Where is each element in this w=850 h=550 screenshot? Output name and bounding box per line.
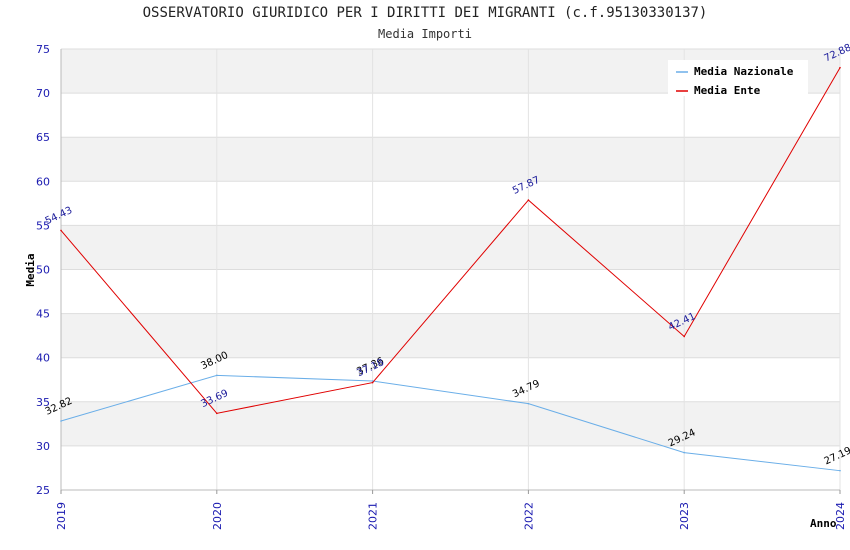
data-point-media-nazionale-2024 [839, 469, 841, 472]
axes [60, 49, 840, 491]
band-40 [61, 313, 840, 358]
y-axis-ticks: 25 30 35 40 45 50 55 60 65 70 75 [36, 43, 50, 497]
band-35 [61, 357, 840, 402]
x-axis-ticks: 2019 2020 2021 2022 2023 2024 [55, 490, 847, 530]
y-tick-label-70: 70 [36, 87, 50, 100]
x-tick-label-2020: 2020 [211, 502, 224, 530]
y-tick-label-55: 55 [36, 219, 50, 232]
band-30 [61, 401, 840, 446]
y-tick-label-45: 45 [36, 308, 50, 321]
data-point-media-ente-2021 [371, 381, 374, 384]
plot-background-bands [61, 49, 840, 490]
data-point-media-nazionale-2022 [527, 402, 530, 405]
data-point-media-ente-2024 [839, 66, 841, 69]
x-tick-label-2022: 2022 [522, 502, 535, 530]
y-tick-label-25: 25 [36, 484, 50, 497]
x-tick-label-2024: 2024 [834, 502, 847, 530]
y-tick-label-40: 40 [36, 352, 50, 365]
y-tick-label-60: 60 [36, 175, 50, 188]
data-point-media-nazionale-2023 [683, 451, 685, 454]
x-tick-label-2019: 2019 [55, 502, 68, 530]
band-55 [61, 181, 840, 226]
band-25 [61, 445, 840, 490]
x-axis-label: Anno [810, 517, 837, 530]
data-point-media-ente-2020 [216, 412, 218, 415]
x-tick-label-2021: 2021 [367, 502, 380, 530]
y-axis-label: Media [24, 253, 37, 286]
series-line-media-ente [60, 67, 841, 414]
chart-subtitle: Media Importi [378, 27, 472, 41]
data-point-media-nazionale-2020 [216, 374, 218, 377]
y-tick-label-65: 65 [36, 131, 50, 144]
band-50 [61, 225, 840, 270]
band-65 [61, 93, 840, 138]
series-lines [60, 66, 841, 472]
y-tick-label-75: 75 [36, 43, 50, 56]
data-point-media-ente-2019 [60, 229, 62, 232]
data-point-media-ente-2023 [683, 335, 685, 338]
legend-box [668, 60, 808, 96]
legend: Media Nazionale Media Ente [668, 60, 808, 97]
band-60 [61, 137, 840, 182]
y-tick-label-35: 35 [36, 396, 50, 409]
y-tick-label-50: 50 [36, 264, 50, 277]
legend-label-media-nazionale: Media Nazionale [694, 65, 794, 78]
y-tick-label-30: 30 [36, 440, 50, 453]
data-point-media-ente-2022 [527, 199, 530, 201]
chart-title: OSSERVATORIO GIURIDICO PER I DIRITTI DEI… [142, 5, 708, 21]
legend-label-media-ente: Media Ente [694, 84, 761, 97]
data-point-media-nazionale-2019 [60, 420, 62, 422]
x-tick-label-2023: 2023 [678, 502, 691, 530]
